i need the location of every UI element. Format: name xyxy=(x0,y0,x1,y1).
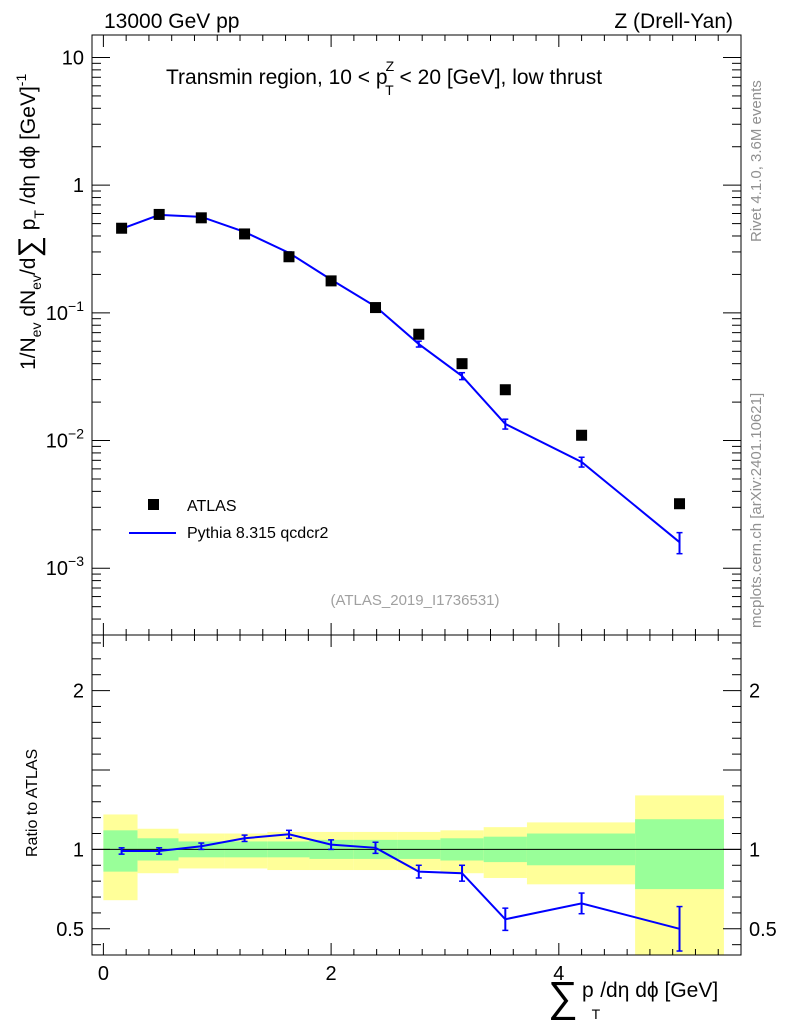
ratio-y-tick-label-right: 0.5 xyxy=(749,919,777,941)
x-tick-label: 4 xyxy=(553,963,564,985)
ratio-y-tick-label: 2 xyxy=(73,681,84,703)
y-tick-label: 10−3 xyxy=(46,553,84,580)
ratio-y-tick-label: 1 xyxy=(73,839,84,861)
plot-title: Transmin region, 10 < pZ T < 20 [GeV], lo… xyxy=(166,58,602,98)
atlas-point xyxy=(413,328,425,340)
ratio-series xyxy=(118,829,683,952)
stat-uncertainty-band xyxy=(635,819,724,890)
legend-label-pythia: Pythia 8.315 qcdcr2 xyxy=(187,525,329,542)
axes: 0 2 4 10−3 10−2 10−1 1 10 0.5 0.5 1 1 2 2 xyxy=(46,34,777,985)
atlas-point xyxy=(195,212,207,224)
atlas-point xyxy=(456,358,468,370)
ratio-uncertainty-bands xyxy=(103,795,724,955)
analysis-id: (ATLAS_2019_I1736531) xyxy=(330,592,499,609)
header-left: 13000 GeV pp xyxy=(104,10,239,33)
ratio-y-tick-label: 0.5 xyxy=(56,919,84,941)
pythia-line xyxy=(121,213,681,543)
atlas-point xyxy=(370,302,382,314)
y-axis-label: 1/Nev dNev/d∑ pT /dη dϕ [GeV]-1 xyxy=(13,74,47,370)
legend-marker-atlas xyxy=(148,499,159,510)
x-axis-label: ∑ p T/dη dϕ [GeV] xyxy=(548,973,718,1022)
x-tick-label: 2 xyxy=(326,963,337,985)
ratio-y-axis-label: Ratio to ATLAS xyxy=(24,749,41,857)
ratio-y-tick-label-right: 1 xyxy=(749,839,760,861)
y-tick-label: 10 xyxy=(62,47,84,69)
x-tick-label: 0 xyxy=(98,963,109,985)
atlas-point xyxy=(499,384,511,396)
ratio-line xyxy=(121,833,680,930)
ratio-frame xyxy=(91,634,742,956)
y-tick-label: 10−1 xyxy=(46,298,84,325)
ratio-y-tick-label-right: 2 xyxy=(749,681,760,703)
atlas-point xyxy=(325,275,337,287)
y-tick-label: 10−2 xyxy=(46,426,84,453)
atlas-point xyxy=(116,222,128,234)
atlas-point xyxy=(283,251,295,263)
atlas-point xyxy=(239,228,251,240)
rivet-version-label: Rivet 4.1.0, 3.6M events xyxy=(748,80,765,242)
atlas-point xyxy=(674,498,686,510)
header-right: Z (Drell-Yan) xyxy=(614,10,733,33)
atlas-point xyxy=(576,429,588,441)
y-tick-label: 1 xyxy=(73,175,84,197)
atlas-series xyxy=(116,208,686,510)
atlas-point xyxy=(153,208,165,220)
mcplots-label: mcplots.cern.ch [arXiv:2401.10621] xyxy=(748,393,765,628)
legend-label-atlas: ATLAS xyxy=(187,498,237,515)
